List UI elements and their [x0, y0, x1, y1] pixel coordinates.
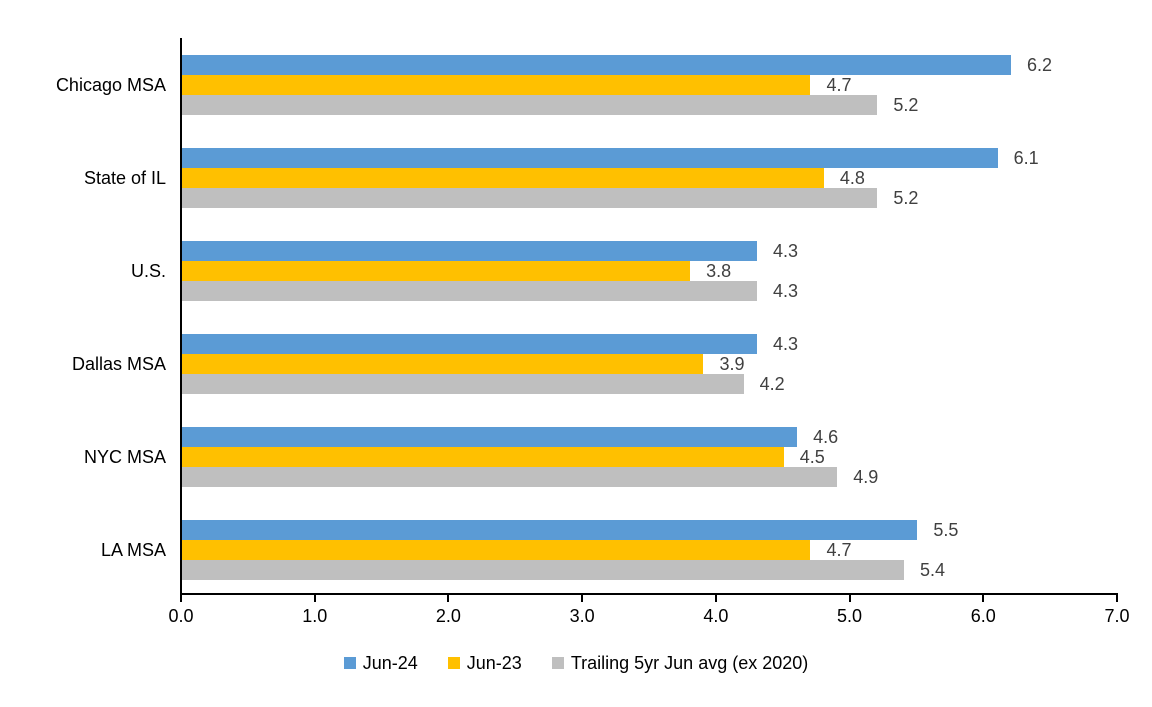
legend-label-jun-23: Jun-23 — [466, 652, 522, 673]
x-tick-2.0 — [447, 595, 450, 602]
x-tick-0.0 — [180, 595, 182, 602]
bar-group-state-of-il: 6.1 4.8 5.2 — [182, 148, 1118, 208]
bar-trailing-5yr-jun-avg-ex-2020-la-msa — [182, 560, 905, 580]
bar-jun-23-la-msa — [182, 540, 811, 560]
x-tick-label-2.0: 2.0 — [435, 606, 461, 626]
bar-jun-24-u-s — [182, 241, 757, 261]
legend-label-jun-24: Jun-24 — [362, 652, 418, 673]
value-label-trailing-5yr-jun-avg-ex-2020-dallas-msa: 4.2 — [759, 374, 785, 394]
value-label-jun-24-nyc-msa: 4.6 — [813, 427, 839, 447]
bar-jun-24-chicago-msa — [182, 55, 1012, 75]
value-label-trailing-5yr-jun-avg-ex-2020-chicago-msa: 5.2 — [893, 95, 919, 115]
bar-jun-24-la-msa — [182, 520, 918, 540]
x-tick-label-0.0: 0.0 — [168, 606, 194, 626]
bar-group-nyc-msa: 4.6 4.5 4.9 — [182, 427, 1118, 487]
plot-area: 6.2 4.7 5.2 6.1 4.8 5.2 4.3 3.8 4.3 4.3 3.9 4.2 4.6 4… — [182, 38, 1118, 594]
bar-group-dallas-msa: 4.3 3.9 4.2 — [182, 334, 1118, 394]
bar-trailing-5yr-jun-avg-ex-2020-nyc-msa — [182, 467, 838, 487]
bar-jun-24-state-of-il — [182, 148, 998, 168]
x-tick-3.0 — [581, 595, 584, 602]
x-tick-label-7.0: 7.0 — [1104, 606, 1130, 626]
x-tick-label-5.0: 5.0 — [837, 606, 863, 626]
legend-label-trailing-5yr-jun-avg-ex-2020: Trailing 5yr Jun avg (ex 2020) — [570, 652, 809, 673]
value-label-jun-23-dallas-msa: 3.9 — [719, 354, 745, 374]
value-label-jun-23-u-s: 3.8 — [706, 261, 732, 281]
bar-jun-23-u-s — [182, 261, 691, 281]
category-label-chicago-msa: Chicago MSA — [55, 74, 166, 95]
bar-jun-23-state-of-il — [182, 168, 824, 188]
bar-trailing-5yr-jun-avg-ex-2020-state-of-il — [182, 188, 878, 208]
value-label-jun-24-dallas-msa: 4.3 — [772, 334, 798, 354]
legend-swatch-icon — [447, 657, 460, 669]
legend: Jun-24 Jun-23 Trailing 5yr Jun avg (ex 202… — [0, 650, 1152, 676]
bar-jun-24-dallas-msa — [182, 334, 757, 354]
bar-jun-23-chicago-msa — [182, 75, 811, 95]
legend-item-jun-24: Jun-24 — [343, 652, 418, 674]
value-label-jun-24-chicago-msa: 6.2 — [1027, 55, 1053, 75]
bar-trailing-5yr-jun-avg-ex-2020-chicago-msa — [182, 95, 878, 115]
x-tick-label-1.0: 1.0 — [302, 606, 328, 626]
value-label-jun-23-state-of-il: 4.8 — [839, 168, 865, 188]
value-label-trailing-5yr-jun-avg-ex-2020-u-s: 4.3 — [772, 281, 798, 301]
x-axis-line — [180, 593, 1118, 595]
x-tick-5.0 — [848, 595, 851, 602]
x-tick-label-3.0: 3.0 — [569, 606, 595, 626]
value-label-jun-24-u-s: 4.3 — [772, 241, 798, 261]
value-label-trailing-5yr-jun-avg-ex-2020-la-msa: 5.4 — [920, 560, 946, 580]
y-axis-line — [180, 38, 182, 595]
legend-swatch-icon — [343, 657, 356, 669]
value-label-jun-23-nyc-msa: 4.5 — [799, 447, 825, 467]
x-tick-1.0 — [313, 595, 316, 602]
category-label-u-s: U.S. — [130, 260, 166, 281]
bar-trailing-5yr-jun-avg-ex-2020-dallas-msa — [182, 374, 744, 394]
value-label-trailing-5yr-jun-avg-ex-2020-state-of-il: 5.2 — [893, 188, 919, 208]
bar-jun-24-nyc-msa — [182, 427, 798, 447]
value-label-jun-23-chicago-msa: 4.7 — [826, 75, 852, 95]
value-label-jun-24-la-msa: 5.5 — [933, 520, 959, 540]
legend-item-jun-23: Jun-23 — [447, 652, 522, 674]
value-label-jun-24-state-of-il: 6.1 — [1013, 148, 1039, 168]
category-label-state-of-il: State of IL — [83, 167, 166, 188]
bar-jun-23-dallas-msa — [182, 354, 704, 374]
category-label-la-msa: LA MSA — [100, 539, 166, 560]
x-axis: 0.0 1.0 2.0 3.0 4.0 5.0 6.0 7.0 — [168, 595, 1130, 635]
legend-item-trailing-5yr-jun-avg-ex-2020: Trailing 5yr Jun avg (ex 2020) — [551, 652, 809, 674]
category-label-dallas-msa: Dallas MSA — [71, 353, 166, 374]
bar-group-u-s: 4.3 3.8 4.3 — [182, 241, 1118, 301]
legend-swatch-icon — [551, 657, 564, 669]
x-tick-4.0 — [714, 595, 717, 602]
y-axis-category-labels: Chicago MSA State of IL U.S. Dallas MSA NYC … — [0, 38, 166, 594]
category-label-nyc-msa: NYC MSA — [83, 446, 166, 467]
x-tick-7.0 — [1116, 595, 1118, 602]
bar-group-chicago-msa: 6.2 4.7 5.2 — [182, 55, 1118, 115]
bar-trailing-5yr-jun-avg-ex-2020-u-s — [182, 281, 757, 301]
value-label-jun-23-la-msa: 4.7 — [826, 540, 852, 560]
value-label-trailing-5yr-jun-avg-ex-2020-nyc-msa: 4.9 — [853, 467, 879, 487]
bar-jun-23-nyc-msa — [182, 447, 784, 467]
x-tick-6.0 — [982, 595, 985, 602]
bar-group-la-msa: 5.5 4.7 5.4 — [182, 520, 1118, 580]
x-tick-label-6.0: 6.0 — [970, 606, 996, 626]
x-tick-label-4.0: 4.0 — [703, 606, 729, 626]
